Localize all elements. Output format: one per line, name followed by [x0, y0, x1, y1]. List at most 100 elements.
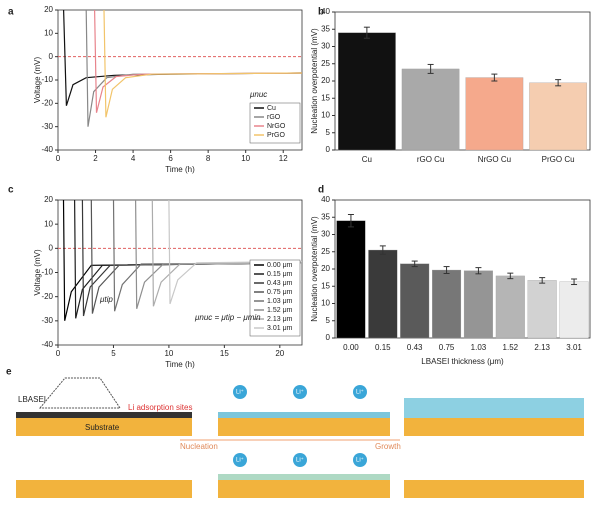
y-tick-label: 30 — [321, 230, 330, 239]
legend-label: PrGO — [267, 132, 285, 139]
y-tick-label: 5 — [326, 128, 331, 137]
panel-label: a — [8, 7, 14, 18]
y-tick-label: -20 — [41, 98, 53, 107]
legend-label: 0.43 μm — [267, 280, 293, 287]
substrate — [404, 418, 584, 436]
x-tick-label: 6 — [168, 154, 173, 163]
y-tick-label: 30 — [321, 42, 330, 51]
legend-box — [249, 102, 301, 144]
y-tick-label: 10 — [44, 28, 53, 37]
bar — [400, 263, 430, 339]
line-series — [168, 200, 302, 305]
li-ion: Li⁺ — [356, 389, 364, 396]
substrate — [404, 480, 584, 498]
legend-label: Cu — [267, 105, 276, 112]
y-tick-label: 20 — [44, 5, 53, 14]
error-bar — [491, 73, 498, 82]
bar — [527, 280, 557, 339]
legend-label: 3.01 μm — [267, 325, 293, 332]
annotation: μtip — [99, 295, 113, 304]
error-bar — [427, 63, 434, 74]
legend-label: 0.00 μm — [267, 262, 293, 269]
y-axis-label: Nucleation overpotential (mV) — [310, 216, 319, 322]
y-axis-label: Voltage (mV) — [33, 57, 42, 104]
legend-label: rGO — [267, 114, 281, 121]
y-tick-label: 35 — [321, 24, 330, 33]
x-tick-label: 10 — [164, 349, 173, 358]
line-series — [103, 10, 302, 118]
li-ion: Li⁺ — [236, 457, 244, 464]
bar — [529, 82, 587, 151]
substrate-label: Substrate — [85, 423, 120, 432]
x-tick-label: 10 — [241, 154, 250, 163]
panel-label: b — [318, 7, 324, 18]
li-ion: Li⁺ — [356, 457, 364, 464]
error-bar — [475, 267, 482, 275]
y-tick-label: 25 — [321, 59, 330, 68]
bar — [465, 77, 524, 151]
error-bar — [443, 266, 450, 274]
y-tick-label: -10 — [41, 75, 53, 84]
bar — [463, 270, 493, 339]
annotation: μnuc = μtip − μmin — [194, 313, 261, 322]
x-tick-label: 0.15 — [375, 343, 391, 352]
y-tick-label: 40 — [321, 7, 330, 16]
y-tick-label: 20 — [321, 264, 330, 273]
x-tick-label: 4 — [131, 154, 136, 163]
diagram: e LBASEI Li adsorption sites Substrate N… — [6, 367, 584, 498]
legend-label: 2.13 μm — [267, 316, 293, 323]
error-bar — [347, 213, 354, 228]
li-ions: Li⁺ Li⁺ Li⁺ Li⁺ Li⁺ Li⁺ — [233, 385, 367, 467]
bar — [368, 249, 398, 339]
y-axis-label: Voltage (mV) — [33, 249, 42, 296]
x-tick-label: 12 — [279, 154, 288, 163]
y-tick-label: 25 — [321, 247, 330, 256]
x-tick-label: rGO Cu — [417, 155, 445, 164]
x-tick-label: 0.43 — [407, 343, 423, 352]
y-tick-label: -30 — [41, 316, 53, 325]
y-tick-label: -40 — [41, 340, 53, 349]
error-bar — [507, 272, 514, 280]
y-tick-label: 15 — [321, 281, 330, 290]
x-axis-label: Time (h) — [165, 360, 195, 369]
graphene-lattice — [38, 377, 121, 409]
y-tick-label: 0 — [326, 333, 331, 342]
growth-label: Growth — [375, 442, 401, 451]
error-bar — [411, 260, 418, 268]
y-tick-label: 35 — [321, 212, 330, 221]
substrate — [16, 418, 192, 436]
nucleation-label: Nucleation — [180, 442, 218, 451]
x-tick-label: 15 — [220, 349, 229, 358]
x-tick-label: 1.52 — [503, 343, 519, 352]
error-bar — [555, 79, 562, 87]
x-tick-label: 0.00 — [343, 343, 359, 352]
bar — [559, 281, 589, 339]
lbasei-layer — [16, 412, 192, 418]
nuclei-layer — [218, 412, 390, 418]
x-axis-label: LBASEI thickness (μm) — [421, 357, 504, 366]
error-bar — [571, 278, 578, 286]
x-tick-label: 1.03 — [471, 343, 487, 352]
panel-label: e — [6, 367, 12, 378]
legend-box — [249, 259, 301, 337]
y-tick-label: 0 — [326, 145, 331, 154]
legend-label: 1.03 μm — [267, 298, 293, 305]
y-tick-label: 0 — [49, 52, 54, 61]
y-tick-label: 40 — [321, 195, 330, 204]
annotation: μnuc — [249, 90, 267, 99]
x-tick-label: 3.01 — [566, 343, 582, 352]
bar — [432, 269, 462, 339]
y-axis-label: Nucleation overpotential (mV) — [310, 28, 319, 134]
bar — [338, 32, 396, 151]
lithium-layer — [404, 398, 584, 418]
y-tick-label: -30 — [41, 122, 53, 131]
series-group — [62, 200, 302, 321]
y-tick-label: 10 — [321, 111, 330, 120]
line-series — [151, 200, 302, 307]
y-tick-label: 20 — [44, 195, 53, 204]
y-tick-label: 10 — [321, 299, 330, 308]
substrate — [218, 480, 390, 498]
line-series — [94, 10, 302, 113]
x-tick-label: 20 — [275, 349, 284, 358]
